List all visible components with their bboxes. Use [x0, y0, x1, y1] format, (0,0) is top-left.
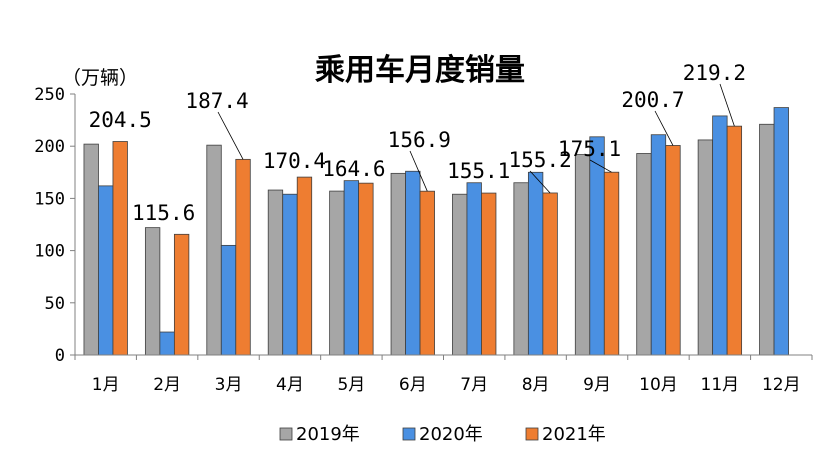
x-tick-label: 6月	[399, 375, 427, 395]
bar	[665, 145, 681, 356]
bar	[697, 139, 714, 356]
legend-swatch	[525, 427, 539, 441]
bar	[481, 192, 497, 356]
bar	[773, 107, 789, 356]
bar	[574, 154, 591, 356]
bar	[358, 182, 374, 356]
data-label: 155.2	[509, 148, 572, 172]
legend: 2019年 2020年 2021年	[279, 424, 606, 445]
bar	[144, 227, 161, 356]
bar	[726, 125, 743, 356]
legend-swatch	[402, 427, 416, 441]
y-tick-label: 0	[55, 346, 65, 366]
x-tick-label: 3月	[215, 375, 243, 395]
bars	[83, 107, 789, 356]
x-tick-label: 2月	[153, 375, 181, 395]
data-label: 170.4	[263, 149, 326, 173]
bar	[759, 123, 775, 356]
x-tick-label: 4月	[276, 375, 304, 395]
bar	[343, 180, 360, 356]
y-tick-label: 100	[34, 242, 65, 262]
legend-label: 2019年	[296, 424, 360, 445]
data-label: 187.4	[185, 89, 248, 113]
x-tick-label: 7月	[460, 375, 488, 395]
bar	[206, 144, 222, 356]
bar	[83, 143, 99, 356]
bar	[419, 190, 435, 356]
x-tick-label: 8月	[522, 375, 550, 395]
label-leader-line	[589, 159, 612, 173]
bar	[527, 171, 544, 356]
label-leader-line	[409, 150, 428, 192]
x-tick-label: 12月	[762, 375, 801, 395]
data-label: 164.6	[322, 157, 385, 181]
bar	[466, 182, 482, 356]
data-label: 115.6	[132, 201, 195, 225]
x-tick-label: 10月	[639, 375, 678, 395]
y-tick-label: 200	[34, 137, 65, 157]
x-tick-label: 9月	[583, 375, 611, 395]
bar	[267, 189, 284, 356]
bar	[405, 170, 421, 356]
bar	[452, 193, 468, 356]
legend-label: 2020年	[419, 424, 483, 445]
bar	[112, 141, 128, 356]
data-label: 156.9	[388, 128, 451, 152]
bar	[159, 331, 175, 356]
x-axis: 1月 2月 3月 4月 5月 6月 7月 8月 9月 10月 11月 12月	[74, 354, 813, 395]
bar	[98, 185, 114, 356]
data-label: 175.1	[558, 137, 621, 161]
data-label: 219.2	[683, 61, 746, 85]
y-tick-label: 50	[45, 294, 65, 314]
bar	[235, 158, 251, 356]
label-leader-line	[654, 110, 674, 146]
chart-title: 乘用车月度销量	[315, 53, 525, 88]
data-label: 204.5	[89, 108, 152, 132]
bar	[329, 190, 345, 356]
bar	[282, 193, 298, 356]
bar	[650, 134, 667, 356]
bar	[636, 153, 652, 356]
label-leader-line	[217, 111, 244, 160]
bar	[513, 182, 529, 356]
legend-swatch	[279, 427, 293, 441]
label-leader-line	[529, 170, 551, 194]
x-tick-label: 11月	[701, 375, 740, 395]
bar	[296, 176, 313, 356]
bar	[542, 192, 558, 356]
bar	[712, 115, 728, 356]
x-tick-label: 1月	[92, 375, 120, 395]
x-tick-label: 5月	[337, 375, 365, 395]
y-tick-label: 150	[34, 189, 65, 209]
bar	[173, 233, 190, 356]
bar	[390, 172, 406, 356]
y-axis: 0 50 100 150 200 250	[34, 85, 76, 366]
label-leader-line	[719, 83, 735, 127]
bar	[589, 136, 605, 356]
legend-label: 2021年	[542, 424, 606, 445]
bar	[220, 244, 237, 356]
bar	[603, 171, 620, 356]
data-label: 155.1	[447, 159, 510, 183]
y-tick-label: 250	[34, 85, 65, 105]
data-label: 200.7	[621, 88, 684, 112]
y-axis-unit: （万辆）	[62, 67, 138, 89]
